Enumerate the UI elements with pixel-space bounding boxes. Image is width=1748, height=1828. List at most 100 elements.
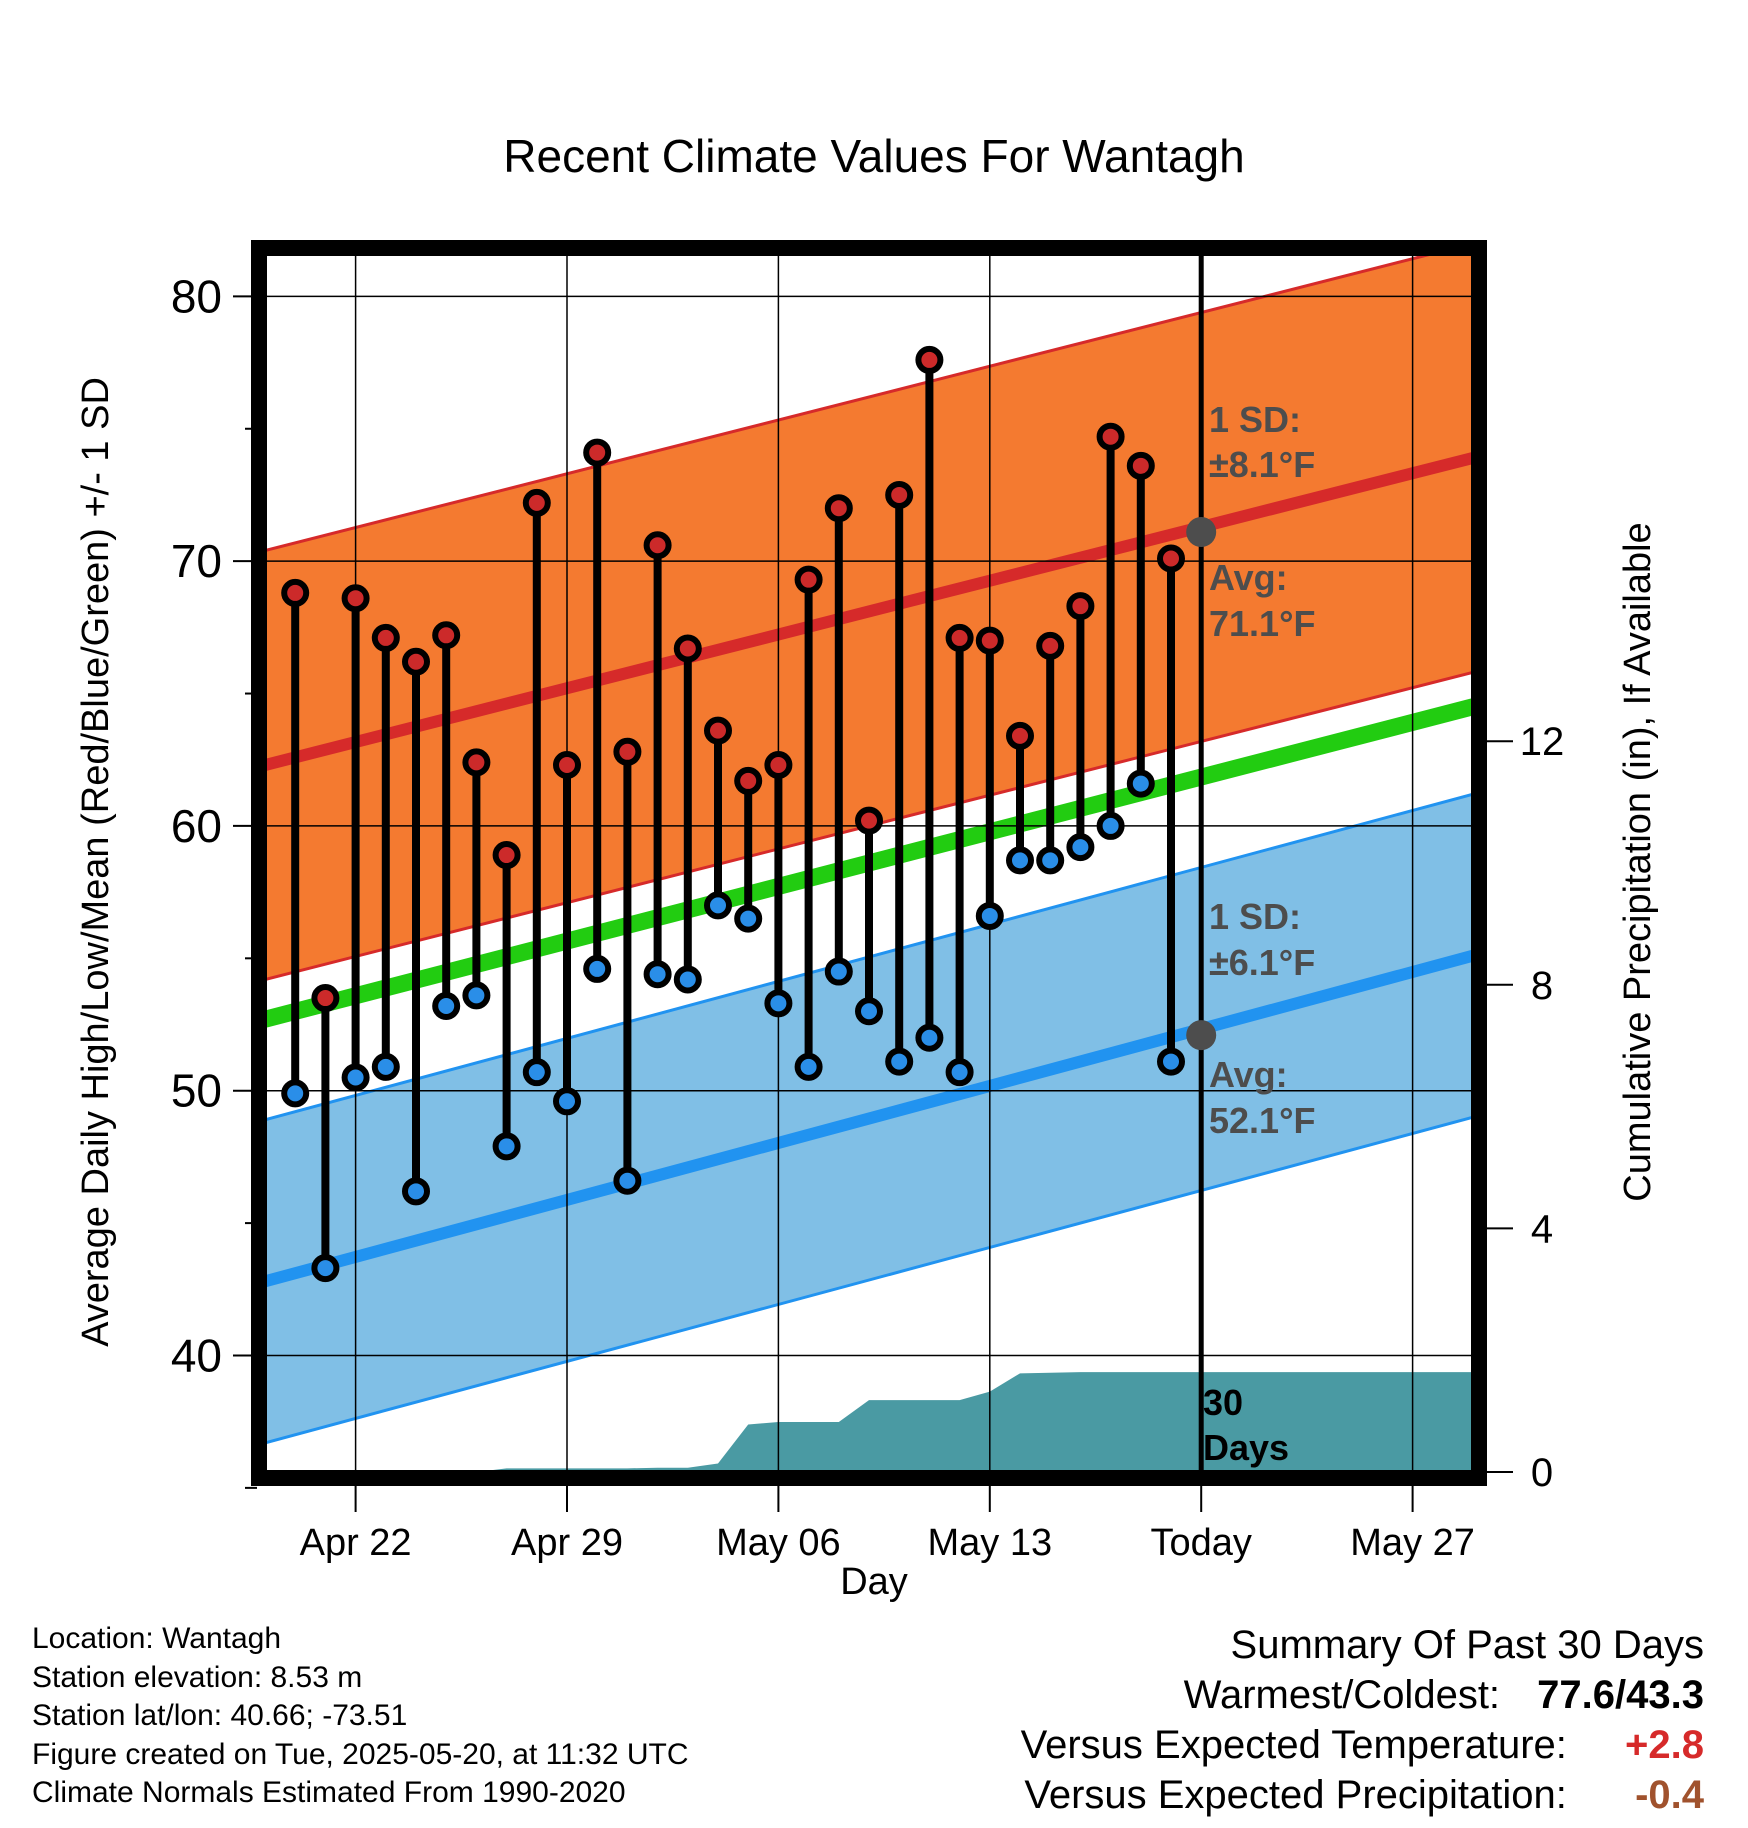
high-point-23 [975, 626, 1004, 655]
low-point-16 [764, 989, 793, 1018]
high-point-21 [915, 345, 944, 374]
low-point-22 [945, 1058, 974, 1087]
low-point-25 [1036, 846, 1065, 875]
data-marks [281, 248, 1217, 1478]
high-point-29 [1157, 544, 1185, 573]
low-avg-value: 52.1°F [1209, 1100, 1315, 1141]
high-point-18 [824, 494, 853, 523]
low-point-4 [402, 1177, 430, 1206]
y-tick-label-0: 40 [171, 1329, 222, 1381]
low-avg-label: Avg: [1209, 1054, 1288, 1095]
days-annotation: 30 Days [1203, 1382, 1289, 1468]
low-point-0 [281, 1079, 310, 1108]
high-normal-annotation: 1 SD: ±8.1°F Avg: 71.1°F [1209, 399, 1315, 644]
low-point-14 [704, 891, 732, 920]
summary-temp-value: +2.8 [1625, 1723, 1704, 1767]
low-point-15 [734, 904, 763, 933]
plot-frame [251, 240, 1487, 1486]
low-point-13 [673, 965, 702, 994]
normal-high-line [265, 452, 1473, 771]
x-axis-label: Day [840, 1561, 908, 1603]
high-point-0 [281, 578, 310, 607]
x-tick-label-0: Apr 22 [300, 1522, 412, 1564]
chart-title: Recent Climate Values For Wantagh [503, 130, 1244, 182]
high-point-16 [764, 751, 793, 780]
station-info: Location: Wantagh Station elevation: 8.5… [32, 1620, 689, 1813]
summary-precip-value: -0.4 [1635, 1773, 1704, 1817]
cumulative-precip-area [265, 1372, 1473, 1472]
high-avg-value: 71.1°F [1209, 603, 1315, 644]
info-location: Location: Wantagh [32, 1622, 282, 1655]
today-high-normal-marker [1186, 517, 1217, 548]
high-point-2 [341, 584, 370, 613]
high-point-26 [1066, 592, 1095, 621]
high-point-20 [885, 480, 914, 509]
x-tick-label-5: May 27 [1350, 1522, 1475, 1564]
info-normals: Climate Normals Estimated From 1990-2020 [32, 1776, 626, 1809]
low-point-28 [1126, 769, 1155, 798]
summary-warmest-value: 77.6/43.3 [1537, 1673, 1704, 1717]
high-avg-label: Avg: [1209, 557, 1288, 598]
low-point-3 [371, 1052, 400, 1081]
high-point-12 [643, 531, 672, 560]
y-tick-label-2: 60 [171, 800, 222, 852]
high-sd-value: ±8.1°F [1209, 444, 1315, 485]
high-point-28 [1126, 451, 1155, 480]
info-elevation: Station elevation: 8.53 m [32, 1660, 363, 1694]
y2-tick-label-0: 0 [1531, 1451, 1553, 1495]
low-point-1 [311, 1254, 340, 1283]
high-point-27 [1096, 422, 1125, 451]
y-tick-label-3: 70 [171, 535, 222, 587]
low-point-27 [1096, 811, 1125, 840]
x-tick-label-1: Apr 29 [511, 1522, 623, 1564]
summary-precip-row: Versus Expected Precipitation: -0.4 [1021, 1770, 1704, 1820]
y-tick-label-1: 50 [171, 1065, 222, 1117]
info-created: Figure created on Tue, 2025-05-20, at 11… [32, 1737, 689, 1771]
axes: 40 50 60 70 80 0 4 8 12 Apr 22 Apr 29 May 06 May 13 T… [171, 270, 1564, 1564]
x-tick-label-2: May 06 [716, 1522, 841, 1564]
high-point-19 [855, 806, 883, 835]
low-point-9 [553, 1087, 581, 1116]
today-low-normal-marker [1186, 1020, 1217, 1051]
low-point-5 [432, 991, 461, 1020]
y-tick-label-4: 80 [171, 270, 222, 322]
low-point-18 [824, 957, 853, 986]
summary-temp-row: Versus Expected Temperature: +2.8 [1021, 1720, 1704, 1770]
summary-warmest-row: Warmest/Coldest: 77.6/43.3 [1021, 1670, 1704, 1720]
y2-axis-label: Cumulative Precipitation (in), If Availa… [1617, 522, 1659, 1201]
y2-tick-label-1: 4 [1531, 1207, 1553, 1251]
low-point-24 [1006, 846, 1034, 875]
y-axis-label: Average Daily High/Low/Mean (Red/Blue/Gr… [75, 377, 117, 1347]
high-point-1 [311, 984, 340, 1013]
high-point-8 [522, 488, 551, 517]
low-normal-annotation: 1 SD: ±6.1°F Avg: 52.1°F [1209, 896, 1315, 1141]
x-tick-label-4: Today [1150, 1522, 1251, 1564]
low-band-lower-edge [265, 1115, 1473, 1445]
high-point-3 [371, 623, 400, 652]
days-count: 30 [1203, 1382, 1243, 1423]
high-sd-label: 1 SD: [1209, 399, 1301, 440]
high-point-25 [1036, 631, 1065, 660]
high-point-7 [492, 841, 521, 870]
summary-precip-label: Versus Expected Precipitation: [1024, 1773, 1567, 1817]
low-point-26 [1066, 833, 1095, 862]
low-point-19 [855, 997, 883, 1026]
high-point-4 [402, 647, 430, 676]
high-point-22 [945, 623, 974, 652]
high-point-9 [553, 751, 581, 780]
high-point-5 [432, 621, 461, 650]
summary-heading: Summary Of Past 30 Days [1230, 1623, 1704, 1667]
high-point-15 [734, 766, 763, 795]
x-tick-label-3: May 13 [927, 1522, 1052, 1564]
low-point-12 [643, 960, 672, 989]
low-point-29 [1157, 1047, 1185, 1076]
days-word: Days [1203, 1427, 1289, 1468]
high-point-24 [1006, 721, 1034, 750]
high-point-10 [583, 438, 612, 467]
y2-tick-label-2: 8 [1531, 964, 1553, 1008]
low-point-6 [462, 981, 491, 1010]
low-point-8 [522, 1058, 551, 1087]
low-point-7 [492, 1132, 521, 1161]
high-point-13 [673, 634, 702, 663]
